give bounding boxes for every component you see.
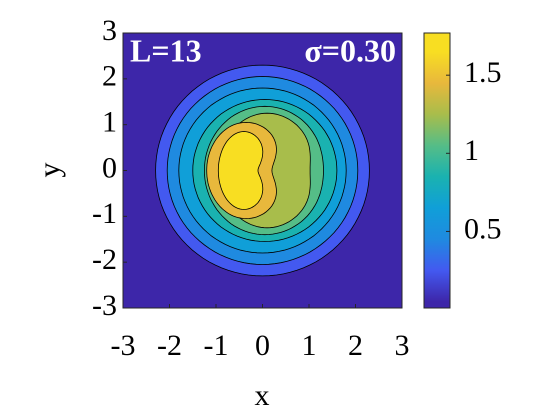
y-tick-label: 2 (102, 60, 117, 93)
colorbar-tick-label: 1.5 (464, 56, 502, 89)
x-tick-label: -3 (111, 329, 136, 362)
x-tick-label: 1 (302, 329, 317, 362)
y-tick-label: -2 (92, 243, 117, 276)
x-axis-label: x (255, 379, 270, 412)
x-tick-label: 3 (395, 329, 410, 362)
y-tick-label: 3 (102, 14, 117, 47)
colorbar-tick-label: 0.5 (464, 212, 502, 245)
contour-region (217, 131, 264, 210)
colorbar-tick-label: 1 (464, 134, 479, 167)
y-tick-label: 1 (102, 106, 117, 139)
plot-area (123, 33, 402, 308)
x-tick-label: -1 (204, 329, 229, 362)
x-tick-label: 0 (255, 329, 270, 362)
x-tick-label: 2 (348, 329, 363, 362)
colorbar (423, 32, 451, 309)
y-tick-label: 0 (102, 151, 117, 184)
y-tick-label: -3 (92, 289, 117, 322)
y-tick-label: -1 (92, 197, 117, 230)
annotation: σ=0.30 (304, 32, 396, 68)
y-axis-label: y (33, 163, 66, 178)
x-tick-label: -2 (157, 329, 182, 362)
annotation: L=13 (130, 32, 202, 68)
